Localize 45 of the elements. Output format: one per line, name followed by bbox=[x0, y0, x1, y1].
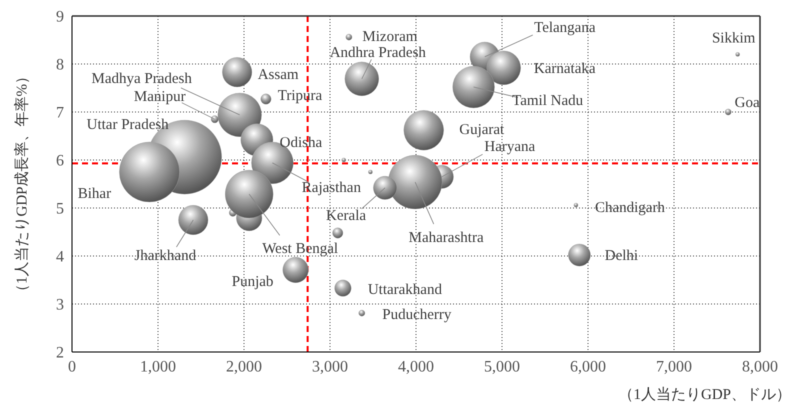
x-tick-label: 2,000 bbox=[226, 358, 262, 376]
annotation: Odisha bbox=[280, 134, 322, 151]
annotation: Goa bbox=[734, 95, 760, 111]
y-tick-label: 8 bbox=[56, 56, 64, 74]
y-tick-label: 9 bbox=[56, 8, 64, 26]
annotation: Gujarat bbox=[459, 122, 506, 138]
annotation: Madhya Pradesh bbox=[91, 70, 192, 87]
annotation: Kerala bbox=[326, 208, 366, 224]
x-tick-label: 1,000 bbox=[140, 358, 176, 376]
y-tick-label: 6 bbox=[56, 152, 64, 170]
annotation: Andhra Pradesh bbox=[330, 44, 426, 61]
x-tick-label: 5,000 bbox=[484, 358, 520, 376]
annotation: Chandigarh bbox=[594, 200, 666, 216]
annotation: Telangana bbox=[534, 20, 596, 36]
x-tick-label: 7,000 bbox=[656, 358, 692, 376]
annotation: Tamil Nadu bbox=[512, 93, 584, 110]
annotation: Haryana bbox=[484, 138, 536, 155]
x-tick-label: 8,000 bbox=[742, 358, 778, 376]
y-tick-label: 5 bbox=[56, 200, 64, 218]
annotation: Mizoram bbox=[362, 29, 418, 46]
annotation: Manipur bbox=[134, 89, 186, 106]
annotation: Tripura bbox=[278, 88, 322, 104]
annotation: Assam bbox=[258, 67, 299, 84]
x-tick-label: 0 bbox=[68, 358, 76, 376]
annotation: Karnataka bbox=[534, 60, 596, 77]
x-tick-label: 4,000 bbox=[398, 358, 434, 376]
x-tick-label: 6,000 bbox=[570, 358, 606, 376]
y-axis-title: （1人当たりGDP成長率、年率%） bbox=[13, 68, 30, 300]
annotation: Punjab bbox=[232, 274, 274, 290]
annotation: Jharkhand bbox=[134, 248, 197, 264]
annotation: Puducherry bbox=[382, 307, 452, 324]
annotation: Rajasthan bbox=[302, 180, 362, 196]
annotation: Uttarakhand bbox=[368, 282, 442, 298]
annotation: Uttar Pradesh bbox=[86, 117, 170, 134]
annotation: Maharashtra bbox=[408, 230, 484, 246]
annotation: Delhi bbox=[604, 248, 638, 264]
annotation: West Bengal bbox=[262, 241, 338, 258]
annotation: Bihar bbox=[78, 186, 112, 202]
y-tick-label: 4 bbox=[56, 248, 64, 266]
y-tick-label: 7 bbox=[56, 104, 64, 122]
annotation: Sikkim bbox=[712, 30, 756, 46]
x-tick-label: 3,000 bbox=[312, 358, 348, 376]
x-axis-title: （1人当たりGDP、ドル） bbox=[618, 386, 791, 403]
y-tick-label: 3 bbox=[56, 296, 64, 314]
y-tick-label: 2 bbox=[56, 344, 64, 362]
